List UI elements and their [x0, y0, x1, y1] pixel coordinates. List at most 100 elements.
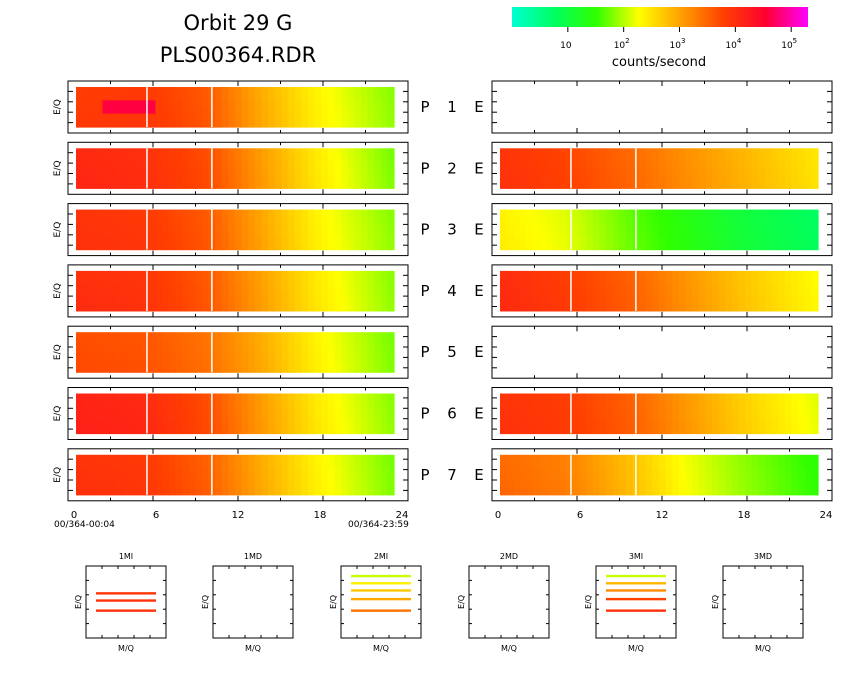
heatmap-cell — [135, 297, 143, 305]
heatmap-cell — [241, 222, 249, 231]
heatmap-cell — [712, 209, 720, 217]
heatmap-cell — [334, 154, 342, 163]
heatmap-cell — [354, 168, 362, 176]
heatmap-cell — [533, 277, 541, 285]
heatmap-cell — [354, 481, 362, 489]
heatmap-cell — [175, 168, 183, 176]
colorbar-tick-label: 102 — [614, 37, 630, 51]
heatmap-cell — [771, 209, 779, 217]
heatmap-cell — [148, 113, 157, 121]
heatmap-cell — [307, 174, 316, 183]
heatmap-cell — [89, 488, 97, 496]
heatmap-cell — [546, 297, 554, 305]
heatmap-cell — [354, 352, 362, 360]
heatmap-cell — [758, 168, 766, 176]
heatmap-cell — [76, 406, 84, 415]
heatmap-cell — [155, 236, 163, 244]
heatmap-cell — [235, 332, 243, 340]
heatmap-cell — [798, 284, 806, 292]
heatmap-cell — [122, 120, 130, 128]
heatmap-cell — [360, 154, 369, 163]
spectrogram-heatmap — [76, 270, 395, 312]
heatmap-cell — [294, 488, 302, 496]
heatmap-cell — [248, 181, 256, 189]
heatmap-cell — [566, 209, 574, 217]
heatmap-cell — [95, 365, 104, 373]
heatmap-cell — [215, 93, 223, 101]
heatmap-cell — [188, 400, 196, 408]
heatmap-cell — [307, 154, 316, 163]
heatmap-cell — [241, 154, 249, 163]
heatmap-cell — [771, 406, 779, 415]
heatmap-cell — [314, 406, 322, 415]
row-number: 6 — [447, 405, 457, 423]
heatmap-cell — [751, 284, 759, 292]
heatmap-cell — [533, 454, 541, 463]
heatmap-cell — [718, 148, 726, 156]
heatmap-cell — [506, 406, 514, 415]
heatmap-cell — [804, 229, 812, 237]
heatmap-cell — [811, 474, 819, 483]
heatmap-cell — [347, 426, 355, 435]
heatmap-cell — [321, 242, 329, 251]
heatmap-cell — [268, 242, 276, 251]
heatmap-cell — [129, 290, 137, 299]
heatmap-cell — [168, 468, 176, 476]
heatmap-cell — [89, 474, 97, 483]
heatmap-cell — [791, 474, 799, 483]
heatmap-cell — [261, 216, 269, 224]
heatmap-cell — [281, 461, 289, 469]
heatmap-cell — [678, 406, 687, 415]
heatmap-cell — [751, 488, 759, 496]
heatmap-cell — [307, 413, 316, 421]
heatmap-cell — [294, 216, 302, 224]
heatmap-cell — [281, 113, 289, 121]
heatmap-cell — [354, 393, 362, 401]
heatmap-cell — [712, 297, 720, 305]
heatmap-cell — [288, 358, 296, 367]
heatmap-cell — [367, 406, 375, 415]
heatmap-cell — [321, 474, 329, 483]
row-elabel: E — [474, 221, 483, 239]
heatmap-cell — [367, 174, 375, 183]
heatmap-cell — [572, 216, 581, 224]
heatmap-cell — [168, 420, 176, 428]
heatmap-cell — [380, 358, 388, 367]
data-gap — [146, 148, 148, 189]
heatmap-cell — [221, 181, 229, 189]
heatmap-cell — [612, 413, 620, 421]
heatmap-cell — [738, 290, 746, 299]
heatmap-cell — [261, 174, 269, 183]
heatmap-cell — [215, 406, 223, 415]
heatmap-cell — [188, 209, 196, 217]
heatmap-cell — [745, 413, 753, 421]
heatmap-cell — [274, 413, 282, 421]
heatmap-cell — [553, 468, 561, 476]
heatmap-cell — [387, 406, 395, 415]
heatmap-cell — [625, 277, 634, 285]
ms-panel-title: 3MD — [754, 552, 772, 561]
heatmap-cell — [771, 426, 779, 435]
heatmap-cell — [559, 461, 567, 469]
heatmap-cell — [89, 222, 97, 231]
heatmap-cell — [314, 304, 322, 312]
heatmap-cell — [341, 345, 349, 353]
heatmap-cell — [718, 488, 726, 496]
heatmap-cell — [102, 181, 110, 189]
heatmap-cell — [281, 332, 289, 340]
heatmap-cell — [619, 154, 627, 163]
heatmap-cell — [102, 468, 110, 476]
heatmap-cell — [692, 420, 700, 428]
heatmap-cell — [566, 297, 574, 305]
heatmap-cell — [612, 154, 620, 163]
heatmap-cell — [367, 154, 375, 163]
heatmap-cell — [659, 420, 667, 428]
heatmap-cell — [347, 229, 355, 237]
heatmap-cell — [798, 174, 806, 183]
heatmap-cell — [705, 242, 713, 251]
heatmap-cell — [95, 461, 104, 469]
heatmap-cell — [102, 216, 110, 224]
heatmap-cell — [76, 242, 84, 251]
heatmap-cell — [321, 168, 329, 176]
heatmap-cell — [235, 426, 243, 435]
